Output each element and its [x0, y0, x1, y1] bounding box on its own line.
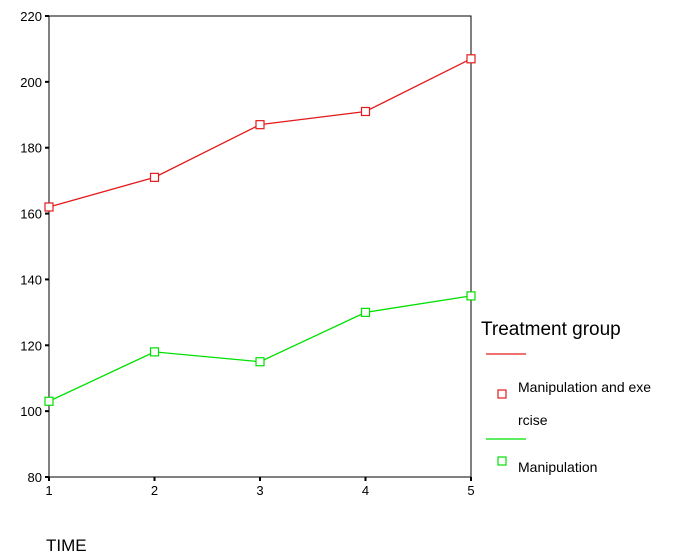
data-point: [360, 307, 371, 317]
legend: Treatment group Manipulation and exe rcis…: [481, 319, 651, 475]
legend-items: Manipulation and exe rcise Manipulation: [486, 353, 651, 475]
series-2: [44, 291, 476, 406]
y-tick-label: 200: [20, 75, 42, 90]
y-tick-label: 140: [20, 272, 42, 287]
data-point: [360, 106, 371, 117]
plot-frame: [48, 15, 472, 478]
data-point: [466, 291, 476, 301]
data-point: [466, 54, 476, 64]
data-point: [255, 120, 265, 130]
x-tick-label: 1: [45, 483, 52, 498]
legend-entry-2: Manipulation: [486, 438, 597, 475]
series-line: [48, 58, 472, 208]
x-axis-label: TIME: [46, 536, 87, 555]
y-tick-label: 220: [20, 9, 42, 24]
legend-marker: [497, 389, 507, 399]
legend-title: Treatment group: [481, 319, 621, 340]
data-point: [255, 357, 265, 367]
x-tick-label: 5: [467, 483, 474, 498]
data-point: [149, 347, 160, 357]
series-line: [48, 295, 472, 402]
legend-entry-1: Manipulation and exe rcise: [486, 353, 651, 428]
x-tick-label: 3: [256, 483, 263, 498]
y-tick-label: 160: [20, 207, 42, 222]
series-layer: [44, 54, 476, 406]
y-axis: 80 100 120 140 160 180 200 220: [20, 9, 49, 485]
x-axis: 1 2 3 4 5: [45, 477, 475, 498]
legend-marker: [497, 456, 507, 466]
series-1: [44, 54, 476, 212]
legend-label: Manipulation and exe: [518, 379, 651, 395]
data-point: [44, 396, 54, 406]
legend-label: Manipulation: [518, 459, 597, 475]
data-point: [149, 172, 160, 182]
data-point: [44, 202, 54, 212]
y-tick-label: 80: [28, 470, 42, 485]
y-tick-label: 120: [20, 338, 42, 353]
legend-label: rcise: [518, 412, 548, 428]
x-tick-label: 4: [362, 483, 369, 498]
x-tick-label: 2: [151, 483, 158, 498]
plot-area: 80 100 120 140 160 180 200 220 1 2 3 4 5: [20, 9, 476, 498]
y-tick-label: 100: [20, 404, 42, 419]
y-tick-label: 180: [20, 141, 42, 156]
